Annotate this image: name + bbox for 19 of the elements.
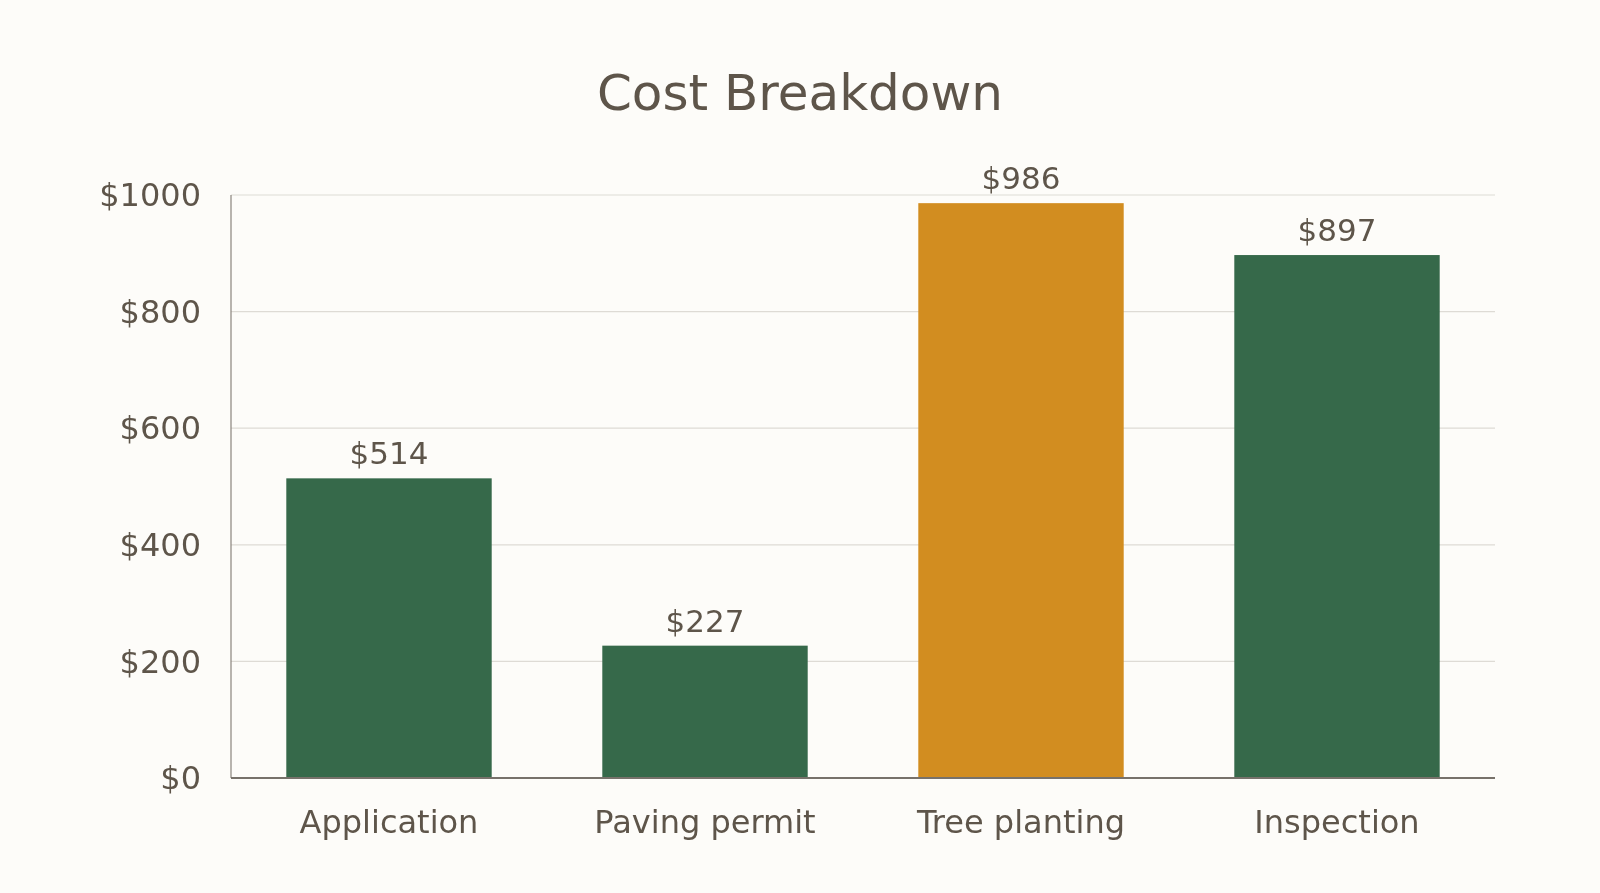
y-tick-label: $0 <box>160 759 201 798</box>
y-tick-label: $1000 <box>99 176 201 215</box>
data-label: $514 <box>349 435 429 472</box>
x-tick-label: Tree planting <box>916 803 1125 841</box>
data-label: $986 <box>981 160 1061 197</box>
y-tick-label: $200 <box>119 642 201 681</box>
data-label: $897 <box>1297 212 1377 249</box>
y-tick-label: $800 <box>119 292 201 331</box>
x-tick-label: Application <box>299 803 479 841</box>
x-tick-label: Paving permit <box>594 803 816 841</box>
bar <box>918 203 1124 778</box>
data-label: $227 <box>665 602 745 639</box>
bar <box>286 478 492 778</box>
bar <box>602 645 808 778</box>
chart-title: Cost Breakdown <box>596 64 1004 122</box>
y-tick-label: $400 <box>119 526 201 564</box>
bar <box>1234 255 1440 778</box>
y-tick-label: $600 <box>119 409 201 448</box>
x-tick-label: Inspection <box>1254 803 1420 841</box>
